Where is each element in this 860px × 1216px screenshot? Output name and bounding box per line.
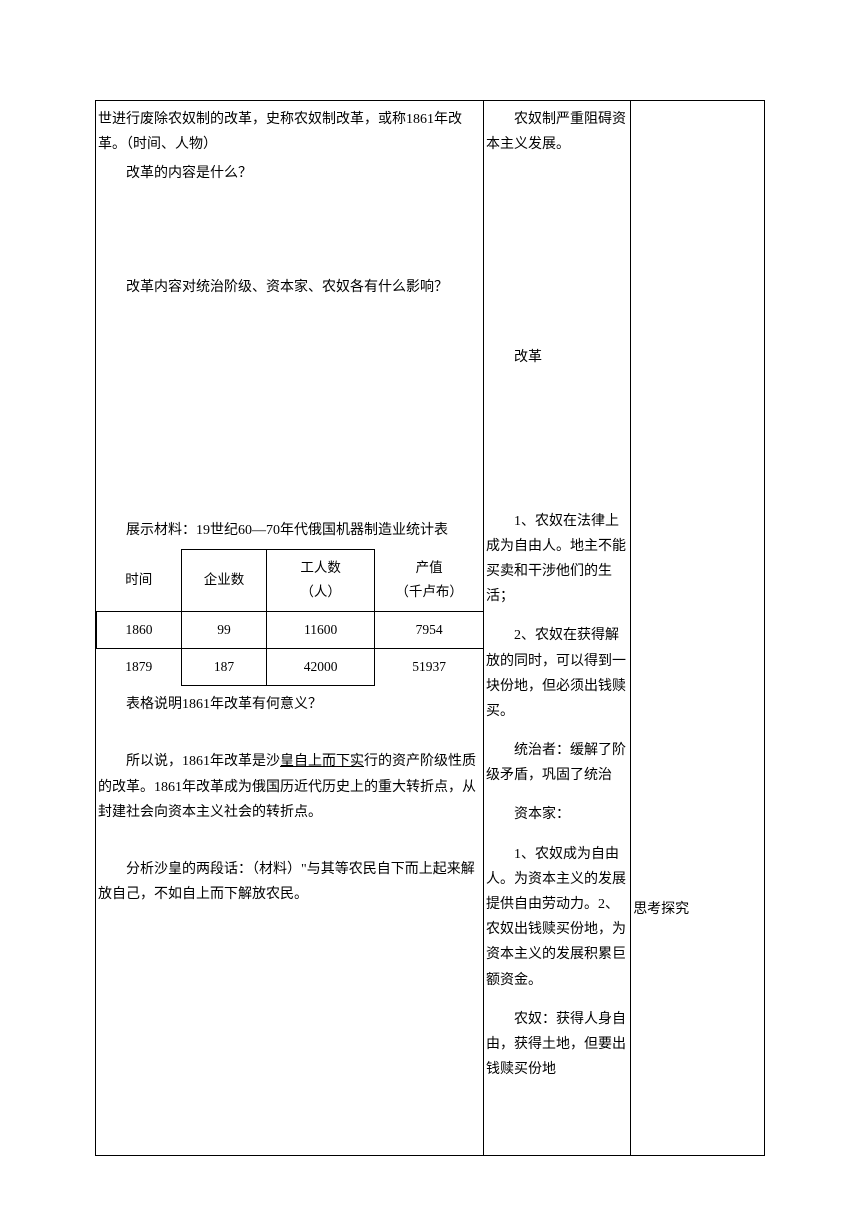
document-table: 世进行废除农奴制的改革，史称农奴制改革，或称1861年改革。（时间、人物） 改革… [95,100,765,1156]
table-header-row: 时间 企业数 工人数 （人） 产值 （千卢布） [97,549,484,611]
table-row: 1879 187 42000 51937 [97,648,484,685]
cell-workers: 11600 [267,611,375,648]
mid-p5: 统治者：缓解了阶级矛盾，巩固了统治 [484,738,630,788]
left-p5: 所以说，1861年改革是沙皇自上而下实行的资产阶级性质的改革。1861年改革成为… [96,749,483,825]
left-p4: 表格说明1861年改革有何意义？ [96,692,483,717]
right-p1: 思考探究 [631,897,764,922]
mid-p2: 改革 [484,345,630,370]
mid-p4: 2、农奴在获得解放的同时，可以得到一块份地，但必须出钱赎买。 [484,623,630,724]
material-intro: 展示材料：19世纪60—70年代俄国机器制造业统计表 [96,518,483,543]
cell-output: 51937 [375,648,483,685]
mid-p6: 资本家： [484,802,630,827]
left-column: 世进行废除农奴制的改革，史称农奴制改革，或称1861年改革。（时间、人物） 改革… [96,101,484,1156]
th-time: 时间 [97,549,182,611]
mid-p7: 1、农奴成为自由人。为资本主义的发展提供自由劳动力。2、农奴出钱赎买份地，为资本… [484,842,630,993]
cell-workers: 42000 [267,648,375,685]
cell-enterprises: 187 [182,648,267,685]
statistics-table: 时间 企业数 工人数 （人） 产值 （千卢布） 1860 99 [96,549,483,686]
th-workers: 工人数 （人） [267,549,375,611]
left-p6: 分析沙皇的两段话：（材料）"与其等农民自下而上起来解放自己，不如自上而下解放农民… [96,857,483,907]
mid-p8: 农奴：获得人身自由，获得土地，但要出钱赎买份地 [484,1007,630,1083]
mid-p1: 农奴制严重阻碍资本主义发展。 [484,107,630,157]
cell-output: 7954 [375,611,483,648]
cell-enterprises: 99 [182,611,267,648]
cell-year: 1860 [97,611,182,648]
middle-column: 农奴制严重阻碍资本主义发展。 改革 1、农奴在法律上成为自由人。地主不能买卖和干… [484,101,631,1156]
th-enterprises: 企业数 [182,549,267,611]
cell-year: 1879 [97,648,182,685]
th-output: 产值 （千卢布） [375,549,483,611]
left-p2: 改革的内容是什么？ [96,161,483,186]
left-p1: 世进行废除农奴制的改革，史称农奴制改革，或称1861年改革。（时间、人物） [96,107,483,157]
mid-p3: 1、农奴在法律上成为自由人。地主不能买卖和干涉他们的生活； [484,509,630,610]
table-row: 1860 99 11600 7954 [97,611,484,648]
left-p3: 改革内容对统治阶级、资本家、农奴各有什么影响？ [96,275,483,300]
right-column: 思考探究 [631,101,765,1156]
